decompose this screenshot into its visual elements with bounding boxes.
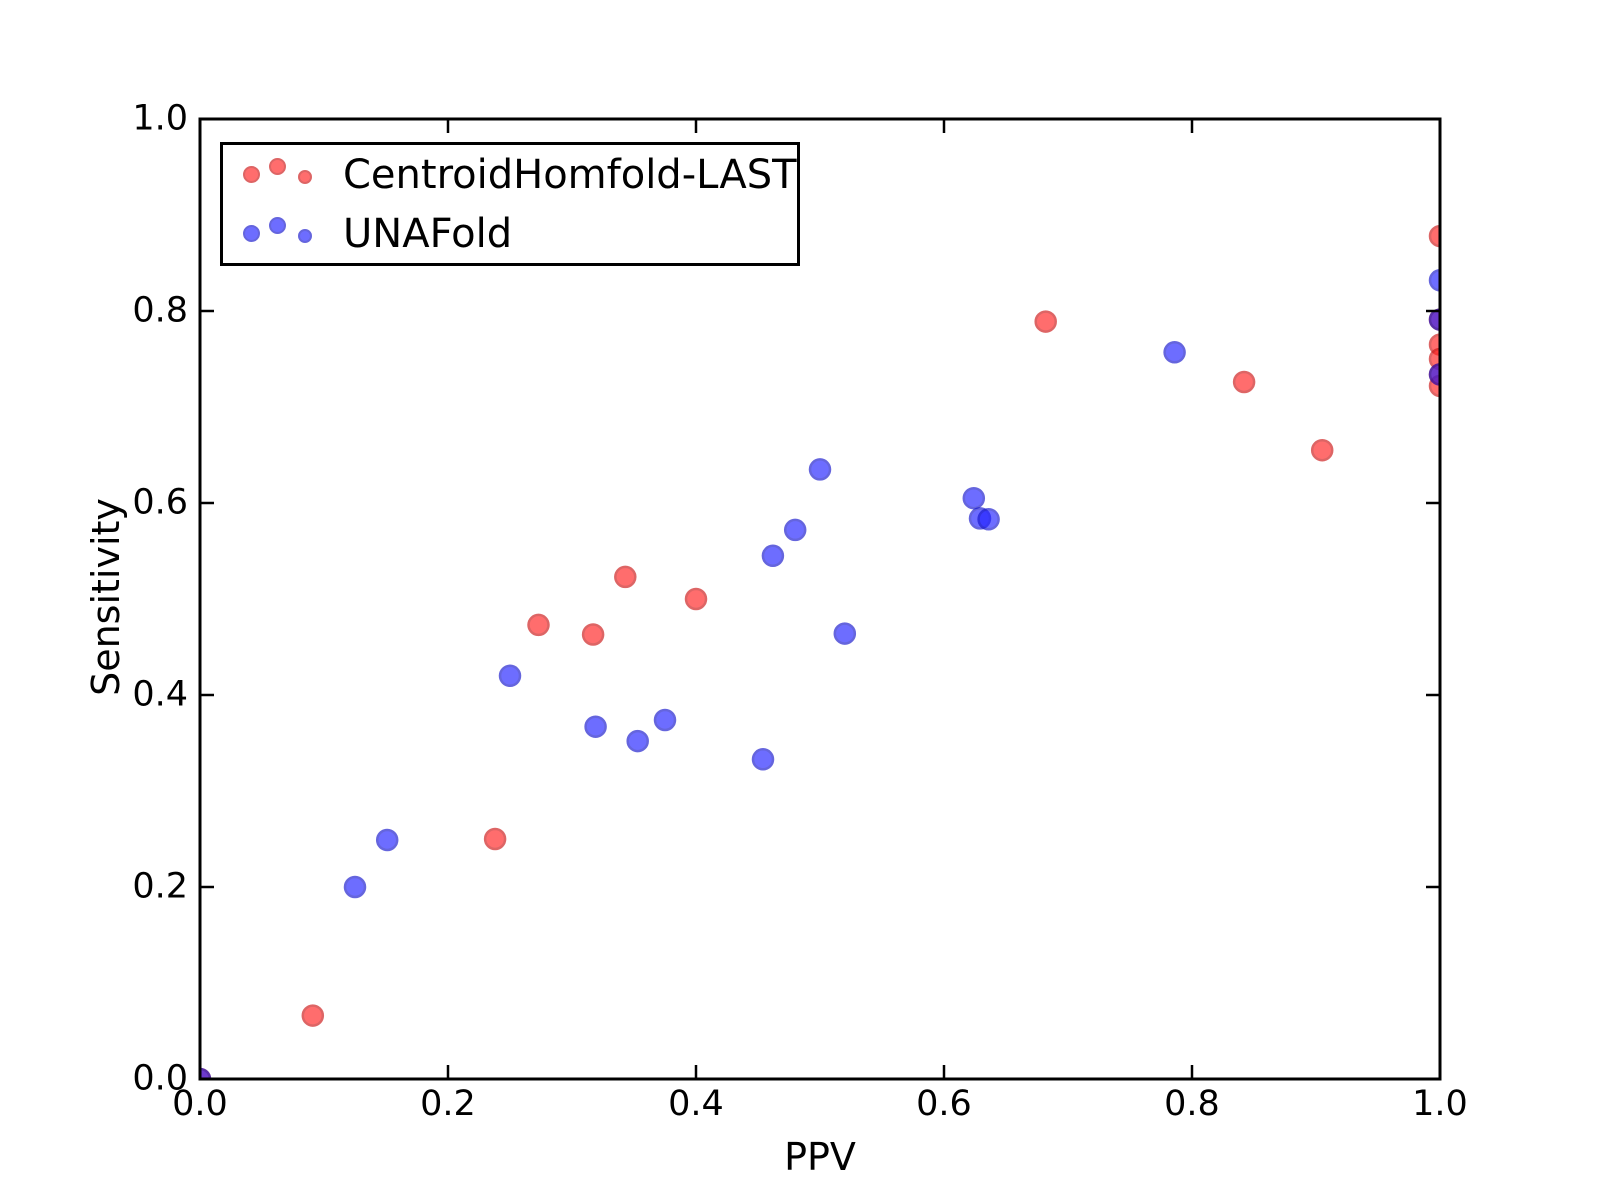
x-tick-label: 0.6 [916,1084,972,1124]
scatter-point [527,613,550,637]
scatter-point [483,827,507,851]
x-tick-label: 0.0 [172,1084,228,1124]
legend-dot [298,229,312,243]
legend-marker-dots [223,204,338,263]
legend-dot [269,217,286,234]
scatter-point [1428,363,1440,386]
scatter-point [808,458,832,481]
legend-dot [298,170,312,184]
scatter-point [200,1067,212,1079]
scatter-point [498,664,522,688]
legend: CentroidHomfold-LAST UNAFold [220,142,800,266]
scatter-point [1428,308,1440,331]
series-1 [200,269,1440,1079]
y-tick-label: 0.0 [132,1058,188,1099]
scatter-point [581,623,605,646]
legend-marker-dots [223,145,338,204]
scatter-point [1428,269,1440,292]
x-axis-label: PPV [784,1135,856,1179]
scatter-point [684,587,708,611]
scatter-point [614,565,637,589]
scatter-point [1163,341,1186,364]
scatter-point [1034,310,1057,333]
axes-frame [198,117,1442,1081]
scatter-point [833,622,857,645]
y-axis-label: Sensitivity [84,498,128,696]
scatter-point [343,875,367,899]
legend-label: UNAFold [343,210,513,257]
scatter-point [301,1004,325,1027]
scatter-point [761,544,785,568]
legend-label: CentroidHomfold-LAST [343,151,797,198]
scatter-point [653,708,677,732]
series-0 [200,224,1440,1079]
scatter-point [1232,370,1256,394]
y-tick-label: 0.4 [132,674,188,715]
scatter-point [751,748,775,771]
y-tick-label: 1.0 [132,98,188,139]
legend-dot [269,158,286,175]
scatter-point [1428,224,1440,248]
scatter-point [962,486,986,510]
scatter-point [375,828,399,852]
scatter-point [783,518,807,542]
scatter-point [977,508,1000,531]
x-tick-label: 1.0 [1412,1084,1468,1124]
scatter-point [1310,438,1334,462]
y-tick-label: 0.8 [132,290,188,331]
scatter-point [584,715,607,738]
scatter-point [626,729,649,753]
y-tick-label: 0.6 [132,482,188,523]
scatter-points [200,224,1440,1079]
x-tick-label: 0.4 [668,1084,724,1124]
legend-dot [243,225,260,242]
x-tick-label: 0.8 [1164,1084,1220,1124]
y-tick-label: 0.2 [132,866,188,907]
legend-entry: UNAFold [223,204,797,263]
legend-dot [243,166,260,183]
legend-entry: CentroidHomfold-LAST [223,145,797,204]
x-tick-label: 0.2 [420,1084,476,1124]
